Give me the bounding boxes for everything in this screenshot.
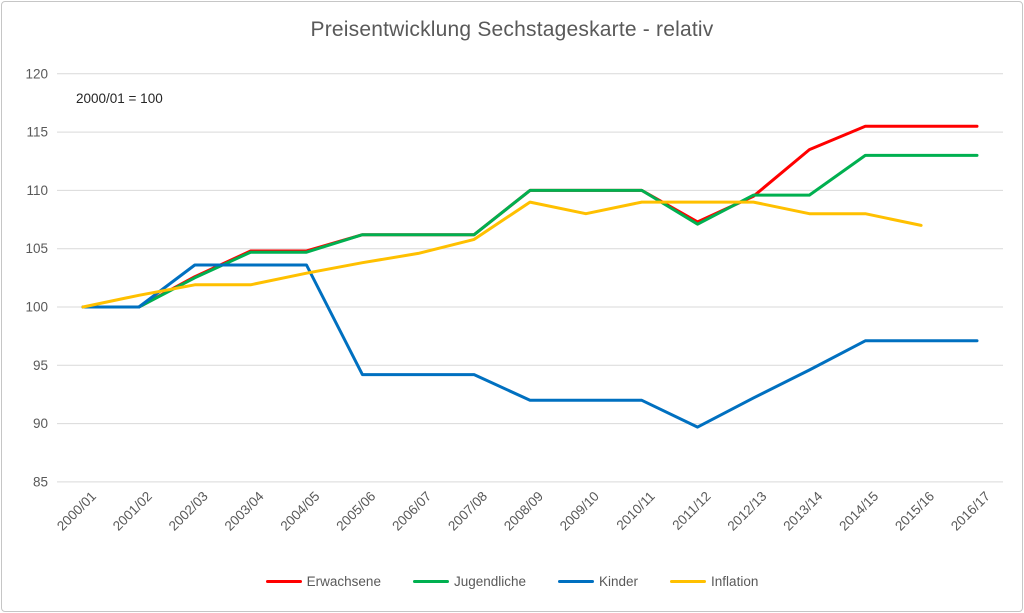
- base-index-note: 2000/01 = 100: [76, 91, 163, 106]
- x-tick-label: 2003/04: [222, 488, 267, 533]
- x-tick-label: 2011/12: [669, 489, 713, 533]
- y-tick-label: 95: [33, 358, 48, 373]
- y-tick-label: 120: [25, 66, 48, 81]
- x-tick-label: 2006/07: [389, 489, 434, 534]
- y-tick-label: 110: [26, 183, 48, 198]
- x-tick-label: 2002/03: [166, 489, 211, 534]
- y-tick-label: 105: [25, 241, 48, 256]
- x-tick-label: 2015/16: [892, 489, 937, 534]
- x-tick-label: 2001/02: [110, 489, 155, 534]
- x-tick-label: 2010/11: [613, 489, 657, 533]
- legend-label: Inflation: [711, 574, 759, 589]
- y-tick-label: 115: [26, 125, 48, 140]
- x-tick-label: 2000/01: [54, 489, 99, 534]
- x-tick-label: 2005/06: [333, 489, 378, 534]
- x-tick-label: 2007/08: [445, 489, 490, 534]
- x-tick-label: 2009/10: [557, 489, 602, 534]
- chart-legend: Erwachsene Jugendliche Kinder Inflation: [0, 574, 1024, 589]
- series-line-inflation: [81, 200, 923, 309]
- legend-item-erwachsene: Erwachsene: [265, 574, 381, 589]
- x-tick-label: 2013/14: [780, 488, 825, 533]
- chart-title: Preisentwicklung Sechstageskarte - relat…: [310, 18, 714, 41]
- series-line-erwachsene: [81, 124, 979, 309]
- x-tick-label: 2004/05: [277, 489, 322, 534]
- x-tick-label: 2014/15: [836, 489, 881, 534]
- legend-line-swatch-kinder: [558, 579, 595, 584]
- legend-label: Kinder: [599, 574, 639, 589]
- legend-line-swatch-jugendliche: [412, 579, 449, 584]
- legend-label: Jugendliche: [453, 574, 527, 589]
- legend-item-jugendliche: Jugendliche: [412, 574, 527, 589]
- legend-line-swatch-inflation: [670, 579, 707, 584]
- x-tick-label: 2016/17: [948, 489, 993, 534]
- series-line-kinder: [81, 263, 979, 429]
- y-tick-label: 100: [25, 300, 48, 315]
- x-tick-label: 2008/09: [501, 489, 546, 534]
- legend-line-swatch-erwachsene: [265, 579, 302, 584]
- legend-label: Erwachsene: [306, 574, 381, 589]
- x-tick-label: 2012/13: [724, 489, 769, 534]
- y-tick-label: 90: [33, 416, 48, 431]
- series-line-jugendliche: [81, 153, 979, 309]
- y-tick-label: 85: [33, 474, 48, 489]
- legend-item-kinder: Kinder: [558, 574, 638, 589]
- legend-item-inflation: Inflation: [670, 574, 758, 589]
